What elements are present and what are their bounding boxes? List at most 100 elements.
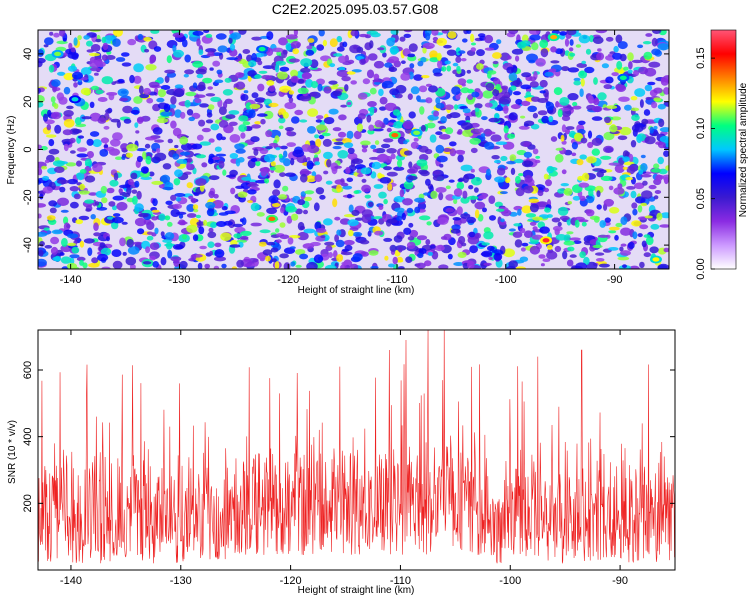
spectrogram-cell — [501, 85, 509, 90]
spectrogram-cell — [334, 216, 341, 221]
spectrogram-cell — [44, 159, 50, 164]
spectrogram-cell — [186, 182, 193, 189]
spectrogram-cell — [474, 103, 483, 109]
spectrogram-cell — [207, 241, 215, 248]
spectrogram-cell — [95, 89, 104, 95]
spectrogram-cell — [273, 179, 281, 189]
spectrogram-cell — [414, 206, 421, 214]
spectrogram-cell — [567, 246, 575, 252]
spectrogram-cell — [66, 223, 71, 229]
spectrogram-cell — [350, 80, 358, 85]
spectrogram-cell — [86, 40, 93, 47]
spectrogram-cell — [315, 138, 322, 148]
spectrogram-cell — [539, 79, 548, 88]
spectrogram-cell — [181, 143, 193, 151]
spectrogram-cell — [520, 115, 526, 119]
spectrogram-cell — [529, 245, 541, 255]
snr-series-line — [38, 330, 675, 564]
spectrogram-cell — [201, 127, 211, 133]
spectrogram-cell — [631, 114, 640, 121]
spectrogram-cell — [515, 98, 523, 105]
spectrogram-peak — [268, 216, 276, 222]
spectrogram-peak — [258, 46, 266, 52]
spectrogram-cell — [208, 227, 214, 233]
spectrogram-cell — [275, 64, 280, 73]
spectrogram-cell — [609, 207, 620, 214]
spectrogram-cell — [456, 206, 463, 216]
spectrogram-cell — [198, 81, 206, 90]
spectrogram-cell — [111, 249, 122, 257]
spectrogram-cell — [605, 76, 614, 84]
spectrogram-cell — [194, 94, 206, 98]
spectrogram-cell — [563, 188, 573, 196]
spectrogram-cell — [492, 60, 499, 65]
spectrogram-cell — [608, 247, 619, 251]
spectrogram-cell — [166, 55, 172, 64]
spectrogram-cell — [521, 242, 529, 247]
spectrogram-cell — [97, 97, 108, 102]
spectrogram-cell — [152, 127, 163, 135]
y-tick-label: 0 — [22, 146, 34, 152]
spectrogram-cell — [444, 104, 454, 110]
spectrogram-x-ticks: -140 -130 -120 -110 -100 -90 — [60, 30, 623, 286]
spectrogram-cell — [663, 87, 669, 95]
spectrogram-cell — [544, 207, 551, 213]
spectrogram-cell — [84, 158, 92, 167]
spectrogram-cell — [170, 209, 180, 217]
spectrogram-cell — [435, 97, 441, 105]
spectrogram-cell — [453, 198, 458, 204]
spectrogram-cell — [468, 185, 474, 190]
spectrogram-cell — [567, 67, 580, 73]
spectrogram-cell — [409, 166, 418, 174]
spectrogram-cell — [130, 172, 138, 180]
spectrogram-cell — [470, 168, 475, 173]
spectrogram-cell — [656, 212, 663, 221]
spectrogram-cell — [627, 52, 634, 62]
spectrogram-cell — [226, 57, 239, 61]
spectrogram-cell — [196, 73, 204, 79]
spectrogram-cell — [313, 202, 320, 212]
spectrogram-cell — [229, 134, 241, 143]
spectrogram-cell — [407, 236, 415, 241]
spectrogram-cell — [508, 30, 519, 35]
spectrogram-cell — [622, 264, 627, 269]
spectrogram-cell — [520, 247, 526, 252]
spectrogram-cell — [347, 219, 359, 227]
spectrogram-cell — [160, 174, 171, 184]
spectrogram-cell — [509, 154, 517, 162]
spectrogram-cell — [574, 219, 580, 228]
spectrogram-x-axis-label: Height of straight line (km) — [298, 285, 415, 296]
spectrogram-cell — [626, 186, 636, 190]
spectrogram-cell — [660, 212, 669, 219]
spectrogram-cell — [52, 256, 61, 262]
spectrogram-cell — [232, 223, 244, 228]
spectrogram-cell — [271, 258, 277, 263]
spectrogram-cell — [513, 223, 522, 227]
spectrogram-cell — [529, 34, 541, 41]
spectrogram-cell — [315, 119, 322, 123]
spectrogram-cell — [576, 158, 584, 166]
spectrogram-cell — [500, 191, 508, 195]
spectrogram-cell — [284, 102, 297, 110]
spectrogram-cell — [495, 141, 508, 145]
spectrogram-cell — [115, 156, 123, 160]
spectrogram-cell — [301, 72, 312, 80]
spectrogram-cell — [146, 97, 154, 104]
y-tick-label: 20 — [22, 96, 34, 108]
spectrogram-cell — [434, 245, 445, 252]
spectrogram-cell — [282, 111, 289, 119]
spectrogram-cell — [71, 246, 80, 254]
spectrogram-cell — [220, 136, 226, 141]
spectrogram-cell — [417, 252, 424, 259]
spectrogram-cell — [204, 263, 210, 269]
spectrogram-cell — [632, 208, 638, 216]
spectrogram-cell — [485, 131, 496, 135]
spectrogram-cell — [179, 136, 189, 145]
spectrogram-cell — [372, 79, 385, 83]
spectrogram-cell — [42, 186, 53, 194]
spectrogram-cell — [435, 131, 443, 136]
spectrogram-cell — [396, 215, 403, 222]
spectrogram-cell — [444, 60, 451, 65]
spectrogram-cell — [110, 138, 121, 147]
spectrogram-cell — [137, 228, 145, 235]
